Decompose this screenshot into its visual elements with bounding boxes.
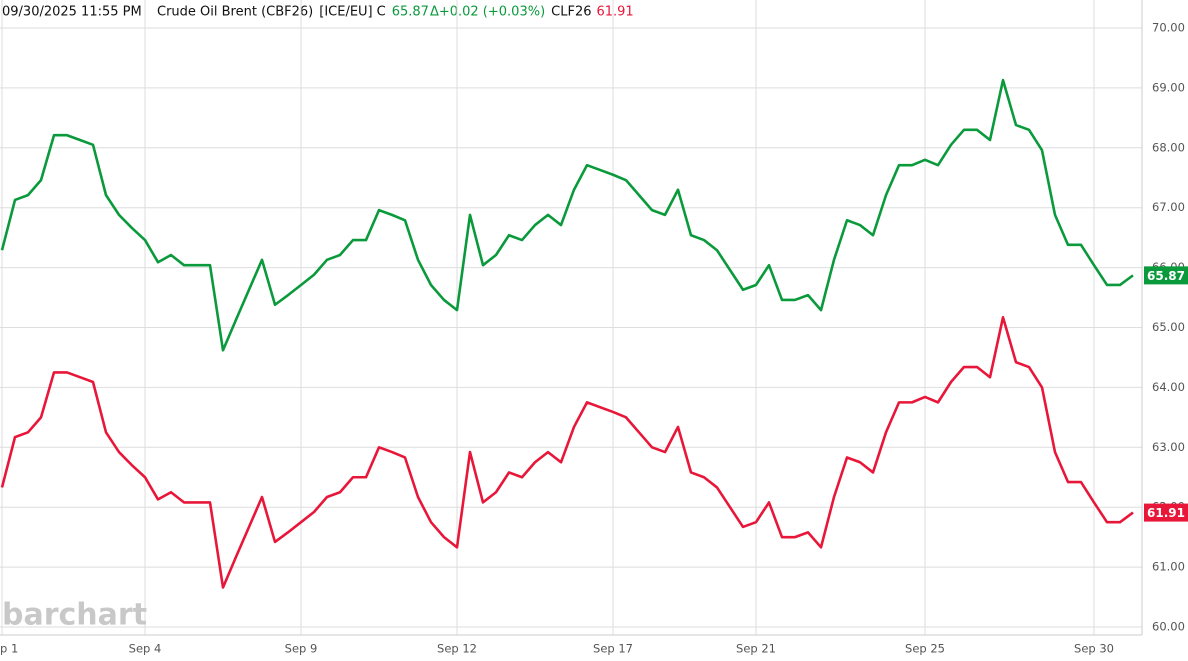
price-line <box>0 78 1134 352</box>
y-tick-label: 67.00 <box>1152 200 1185 214</box>
y-tick-label: 68.00 <box>1152 140 1185 154</box>
header-close: 65.87 <box>392 5 429 20</box>
x-tick-label: Sep 21 <box>736 642 776 656</box>
watermark: barchart <box>2 598 147 633</box>
y-tick-label: 70.00 <box>1152 21 1185 35</box>
price-tag-label: 65.87 <box>1147 269 1185 283</box>
y-tick-label: 60.00 <box>1152 620 1185 634</box>
price-tag-label: 61.91 <box>1147 506 1185 520</box>
x-tick-label: Sep 1 <box>0 642 18 656</box>
header-compare-symbol: CLF26 <box>551 5 591 20</box>
x-tick-label: Sep 25 <box>905 642 945 656</box>
y-tick-label: 64.00 <box>1152 380 1185 394</box>
price-line <box>0 316 1134 589</box>
header-close-prefix: C <box>377 5 386 20</box>
x-tick-label: Sep 30 <box>1074 642 1114 656</box>
price-tag <box>1144 266 1188 285</box>
y-tick-label: 69.00 <box>1152 80 1185 94</box>
y-tick-label: 63.00 <box>1152 440 1185 454</box>
price-tag <box>1144 503 1188 522</box>
x-tick-label: Sep 17 <box>593 642 633 656</box>
header-change: Δ+0.02 (+0.03%) <box>430 5 545 20</box>
header-exchange: [ICE/EU] <box>319 5 372 20</box>
x-tick-label: Sep 4 <box>129 642 162 656</box>
header-compare-last: 61.91 <box>596 5 633 20</box>
y-tick-label: 65.00 <box>1152 320 1185 334</box>
x-tick-label: Sep 12 <box>437 642 477 656</box>
header-symbol: Crude Oil Brent (CBF26) <box>157 5 313 20</box>
header-datetime: 09/30/2025 11:55 PM <box>2 5 142 20</box>
y-tick-label: 61.00 <box>1152 560 1185 574</box>
x-tick-label: Sep 9 <box>285 642 318 656</box>
